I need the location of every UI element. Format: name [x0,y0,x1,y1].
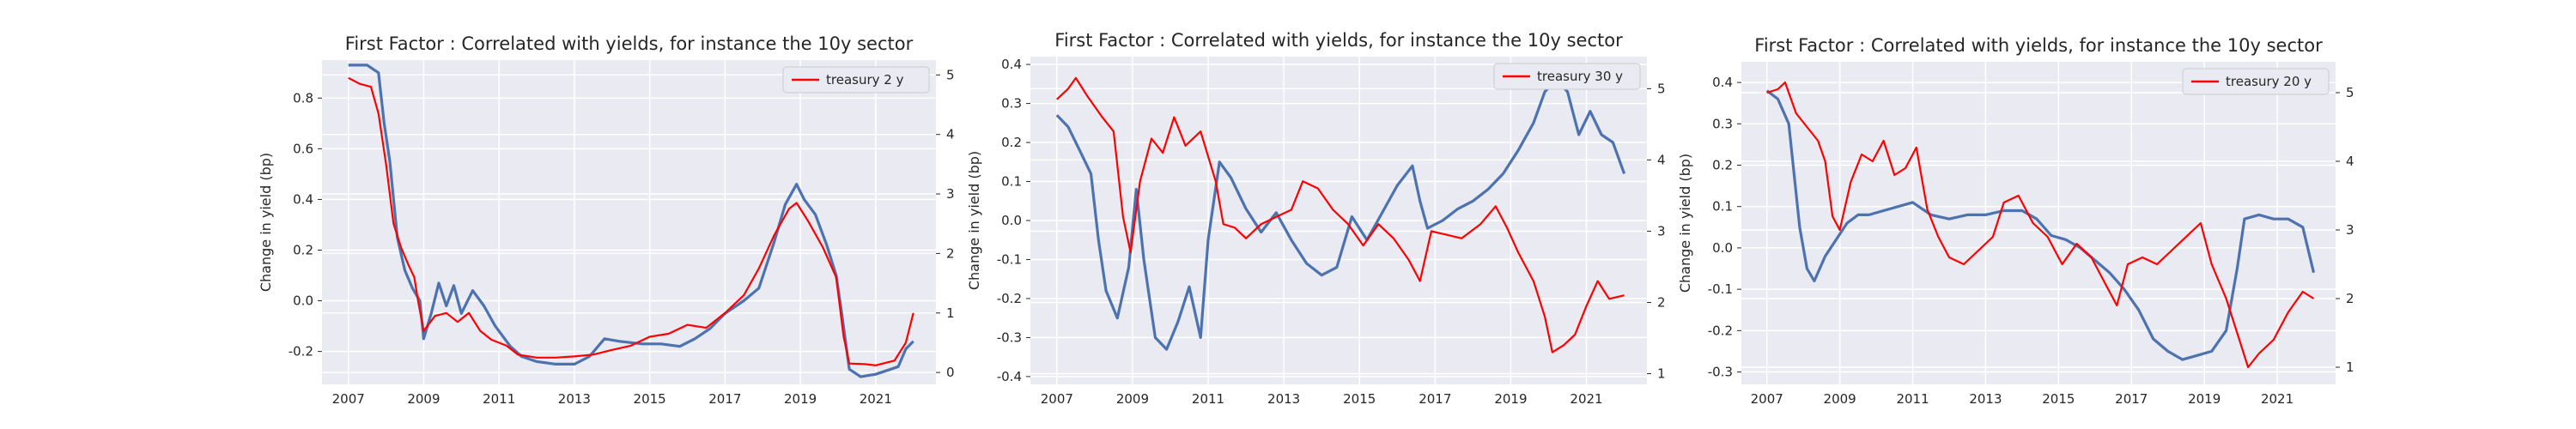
x-tick-label: 2007 [1751,391,1783,407]
y-tick-label-right: 2 [1657,295,1666,311]
y-tick-label-right: 0 [946,365,955,380]
y-tick-label-left: 0.1 [1001,174,1022,190]
x-tick-label: 2019 [784,391,817,407]
y-tick-label-left: 0.1 [1712,199,1733,214]
chart-title: First Factor : Correlated with yields, f… [1754,35,2323,56]
legend-box [1493,63,1641,90]
x-tick-label: 2007 [332,391,365,407]
legend-label: treasury 2 y [826,72,904,88]
y-tick-label-left: 0.2 [1712,158,1733,173]
y-tick-label-left: 0.2 [293,242,313,257]
y-tick-label-left: 0.4 [1712,75,1733,90]
y-tick-label-left: 0.3 [1001,96,1022,112]
y-axis-label: Change in yield (bp) [1677,154,1693,293]
y-tick-label-left: 0.6 [293,141,313,156]
y-tick-label-right: 4 [1657,152,1666,167]
x-tick-label: 2009 [1116,391,1149,407]
chart-title: First Factor : Correlated with yields, f… [1054,30,1623,51]
y-tick-label-left: -0.3 [997,329,1022,345]
x-tick-label: 2019 [2188,391,2221,407]
x-tick-label: 2017 [2115,391,2148,407]
legend: treasury 2 y [782,66,930,94]
x-tick-label: 2021 [2261,391,2293,407]
x-tick-label: 2011 [1896,391,1929,407]
x-tick-label: 2017 [1419,391,1451,407]
chart-panel-3: 2007 2009 2011 2013 2015 2017 2019 2021 -0.3 -0.2… [1677,35,2354,407]
legend: treasury 30 y [1493,63,1641,90]
legend-box [2182,68,2330,95]
y-tick-label-left: 0.8 [293,90,313,106]
y-tick-label-right: 1 [946,305,955,321]
y-tick-label-right: 4 [2346,154,2354,169]
x-tick-label: 2009 [407,391,440,407]
y-tick-label-right: 5 [2346,85,2354,100]
chart-title: First Factor : Correlated with yields, f… [345,33,914,54]
y-tick-label-left: 0.0 [1712,240,1733,256]
legend-label: treasury 30 y [1537,69,1623,84]
y-tick-label-left: -0.2 [1708,323,1733,338]
y-tick-label-right: 3 [2346,222,2354,238]
y-tick-label-left: -0.2 [997,291,1022,306]
y-tick-label-left: 0.4 [1001,57,1022,72]
y-tick-label-left: -0.4 [997,369,1022,384]
x-tick-label: 2013 [1969,391,2002,407]
y-tick-label-left: 0.2 [1001,135,1022,150]
x-tick-label: 2011 [1192,391,1224,407]
x-tick-label: 2015 [1343,391,1376,407]
y-tick-label-right: 3 [946,186,955,202]
y-tick-label-right: 2 [946,245,955,261]
y-tick-label-right: 1 [1657,366,1666,382]
y-tick-label-right: 4 [946,127,955,142]
x-tick-label: 2009 [1824,391,1856,407]
series-line-right [1766,81,2315,369]
legend-label: treasury 20 y [2226,74,2312,89]
x-tick-label: 2013 [558,391,591,407]
x-tick-label: 2011 [483,391,515,407]
y-tick-label-left: 0.0 [293,293,313,309]
legend: treasury 20 y [2182,68,2330,95]
chart-panel-2: 2007 2009 2011 2013 2015 2017 2019 2021 -0.4 -0.3… [966,30,1666,407]
y-tick-label-left: -0.1 [997,251,1022,267]
series-line-right [348,76,914,366]
series-line-right [1056,76,1625,353]
x-tick-label: 2015 [2042,391,2075,407]
y-tick-label-left: -0.1 [1708,281,1733,297]
y-tick-label-right: 5 [1657,81,1666,96]
series-line-left [1055,78,1626,351]
y-axis-label: Change in yield (bp) [258,153,274,292]
y-tick-label-left: -0.2 [289,344,313,360]
x-tick-label: 2021 [1570,391,1602,407]
y-axis-label: Change in yield (bp) [966,151,982,290]
y-tick-label-left: 0.4 [293,191,313,207]
legend-box [782,66,930,94]
y-tick-label-right: 5 [946,67,955,82]
x-tick-label: 2017 [708,391,741,407]
x-tick-label: 2013 [1267,391,1300,407]
y-tick-label-right: 1 [2346,360,2354,375]
chart-panel-1: 2007 2009 2011 2013 2015 2017 2019 2021-0.20.00… [258,33,955,407]
x-tick-label: 2019 [1494,391,1527,407]
x-tick-label: 2015 [634,391,666,407]
y-tick-label-left: -0.3 [1708,365,1733,380]
x-tick-label: 2007 [1041,391,1073,407]
y-tick-label-left: 0.0 [1001,213,1022,228]
y-tick-label-right: 3 [1657,223,1666,239]
x-tick-label: 2021 [860,391,892,407]
y-tick-label-left: 0.3 [1712,116,1733,131]
y-tick-label-right: 2 [2346,291,2354,306]
